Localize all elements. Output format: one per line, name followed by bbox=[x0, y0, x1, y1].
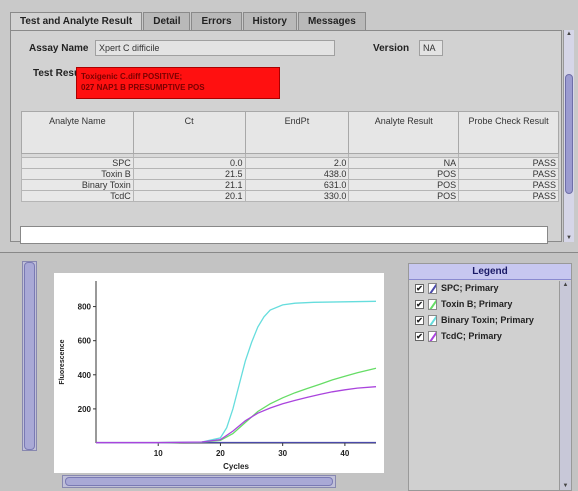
table-cell: POS bbox=[348, 168, 460, 180]
version-label: Version bbox=[373, 43, 410, 54]
col-endpt[interactable]: EndPt bbox=[244, 111, 350, 154]
assay-name-label: Assay Name bbox=[29, 43, 89, 54]
table-cell: PASS bbox=[458, 190, 559, 202]
test-result-box: Toxigenic C.diff POSITIVE; 027 NAP1 B PR… bbox=[76, 67, 280, 99]
test-result-line-1: Toxigenic C.diff POSITIVE; bbox=[81, 72, 183, 81]
tab-messages[interactable]: Messages bbox=[297, 12, 366, 31]
col-probe-check-result[interactable]: Probe Check Result bbox=[458, 111, 559, 154]
legend-item-toxin-b[interactable]: ✔ Toxin B; Primary bbox=[409, 296, 571, 312]
checkbox-icon[interactable]: ✔ bbox=[415, 299, 424, 309]
table-cell: Binary Toxin bbox=[21, 179, 134, 191]
table-cell: NA bbox=[348, 157, 460, 169]
table-cell: 330.0 bbox=[244, 190, 350, 202]
horizontal-zoom-thumb[interactable] bbox=[65, 477, 333, 486]
chart-panel: 10 20 30 40 200 400 600 800 Cycles Fluorescence L… bbox=[0, 252, 578, 491]
legend-item-binary-toxin[interactable]: ✔ Binary Toxin; Primary bbox=[409, 312, 571, 328]
col-analyte-result[interactable]: Analyte Result bbox=[348, 111, 460, 154]
legend-panel: Legend ✔ SPC; Primary ✔ Toxin B; Primary… bbox=[408, 263, 572, 491]
table-cell: 20.1 bbox=[132, 190, 246, 202]
test-result-line-2: 027 NAP1 B PRESUMPTIVE POS bbox=[81, 83, 205, 92]
table-cell: POS bbox=[348, 190, 460, 202]
version-field: NA bbox=[419, 40, 443, 56]
legend-label: Binary Toxin; Primary bbox=[441, 315, 534, 325]
table-cell: Toxin B bbox=[21, 168, 134, 180]
table-cell: 21.1 bbox=[132, 179, 246, 191]
fluorescence-chart: 10 20 30 40 200 400 600 800 Cycles Fluorescence bbox=[59, 281, 377, 471]
table-cell: 2.0 bbox=[244, 157, 350, 169]
tab-history[interactable]: History bbox=[242, 12, 297, 31]
legend-item-spc[interactable]: ✔ SPC; Primary bbox=[409, 280, 571, 296]
table-header-row: Analyte Name Ct EndPt Analyte Result Pro… bbox=[21, 111, 559, 154]
col-analyte-name[interactable]: Analyte Name bbox=[21, 111, 134, 154]
table-row[interactable]: Binary Toxin 21.1 631.0 POS PASS bbox=[21, 179, 559, 191]
y-tick-label: 200 bbox=[78, 405, 92, 414]
legend-label: TcdC; Primary bbox=[441, 331, 502, 341]
table-cell: 631.0 bbox=[244, 179, 350, 191]
scroll-down-icon[interactable]: ▼ bbox=[566, 235, 572, 241]
series-swatch-icon bbox=[428, 282, 437, 294]
x-tick-label: 20 bbox=[216, 449, 225, 458]
table-cell: SPC bbox=[21, 157, 134, 169]
series-line-toxin-b-primary bbox=[96, 367, 377, 444]
table-cell: PASS bbox=[458, 157, 559, 169]
y-tick-label: 600 bbox=[78, 337, 92, 346]
legend-label: SPC; Primary bbox=[441, 283, 499, 293]
top-panel-scrollbar[interactable]: ▲ ▼ bbox=[563, 30, 574, 242]
series-swatch-icon bbox=[428, 314, 437, 326]
x-tick-label: 10 bbox=[154, 449, 163, 458]
series-line-binary-toxin-primary bbox=[96, 300, 377, 444]
table-cell: 438.0 bbox=[244, 168, 350, 180]
checkbox-icon[interactable]: ✔ bbox=[415, 315, 424, 325]
legend-scrollbar[interactable]: ▲ ▼ bbox=[559, 281, 571, 490]
assay-name-field: Xpert C difficile bbox=[95, 40, 335, 56]
y-tick-label: 800 bbox=[78, 303, 92, 312]
table-cell: PASS bbox=[458, 168, 559, 180]
scroll-down-icon[interactable]: ▼ bbox=[562, 483, 569, 489]
tab-detail[interactable]: Detail bbox=[143, 12, 191, 31]
table-row[interactable]: SPC 0.0 2.0 NA PASS bbox=[21, 157, 559, 169]
chart-frame: 10 20 30 40 200 400 600 800 Cycles Fluorescence bbox=[54, 273, 384, 473]
horizontal-zoom-slider[interactable] bbox=[62, 475, 336, 488]
y-axis-label: Fluorescence bbox=[59, 339, 66, 384]
table-cell: 0.0 bbox=[132, 157, 246, 169]
table-row[interactable]: Toxin B 21.5 438.0 POS PASS bbox=[21, 168, 559, 180]
checkbox-icon[interactable]: ✔ bbox=[415, 331, 424, 341]
tab-test-and-analyte-result[interactable]: Test and Analyte Result bbox=[10, 12, 143, 32]
series-swatch-icon bbox=[428, 330, 437, 342]
notes-field[interactable] bbox=[20, 226, 548, 244]
top-panel-scroll-thumb[interactable] bbox=[565, 74, 573, 194]
legend-label: Toxin B; Primary bbox=[441, 299, 513, 309]
y-tick-label: 400 bbox=[78, 371, 92, 380]
series-line-tcdc-primary bbox=[96, 386, 377, 444]
legend-item-tcdc[interactable]: ✔ TcdC; Primary bbox=[409, 328, 571, 344]
x-tick-label: 40 bbox=[340, 449, 349, 458]
scroll-up-icon[interactable]: ▲ bbox=[562, 282, 569, 288]
col-ct[interactable]: Ct bbox=[132, 111, 246, 154]
test-result-label: Test Result bbox=[33, 68, 87, 79]
x-axis-label: Cycles bbox=[223, 462, 249, 471]
table-cell: PASS bbox=[458, 179, 559, 191]
x-tick-label: 30 bbox=[278, 449, 287, 458]
tab-bar: Test and Analyte Result Detail Errors Hi… bbox=[10, 12, 367, 32]
table-cell: POS bbox=[348, 179, 460, 191]
vertical-zoom-thumb[interactable] bbox=[24, 262, 35, 450]
checkbox-icon[interactable]: ✔ bbox=[415, 283, 424, 293]
result-panel: Assay Name Xpert C difficile Version NA … bbox=[10, 30, 562, 242]
table-cell: TcdC bbox=[21, 190, 134, 202]
series-swatch-icon bbox=[428, 298, 437, 310]
analyte-table: Analyte Name Ct EndPt Analyte Result Pro… bbox=[21, 111, 559, 202]
vertical-zoom-slider[interactable] bbox=[22, 261, 37, 451]
table-row[interactable]: TcdC 20.1 330.0 POS PASS bbox=[21, 190, 559, 202]
tab-errors[interactable]: Errors bbox=[191, 12, 242, 31]
scroll-up-icon[interactable]: ▲ bbox=[566, 31, 572, 37]
table-cell: 21.5 bbox=[132, 168, 246, 180]
legend-title: Legend bbox=[409, 264, 571, 280]
